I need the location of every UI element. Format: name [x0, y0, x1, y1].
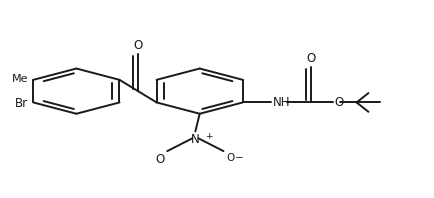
Text: N: N — [191, 133, 200, 146]
Text: O: O — [155, 153, 164, 166]
Text: O: O — [133, 39, 143, 52]
Text: O: O — [226, 153, 234, 163]
Text: O: O — [306, 52, 316, 65]
Text: −: − — [235, 153, 243, 163]
Text: Br: Br — [15, 97, 28, 110]
Text: +: + — [205, 132, 212, 141]
Text: NH: NH — [273, 96, 290, 109]
Text: O: O — [334, 96, 343, 109]
Text: Me: Me — [12, 74, 28, 84]
